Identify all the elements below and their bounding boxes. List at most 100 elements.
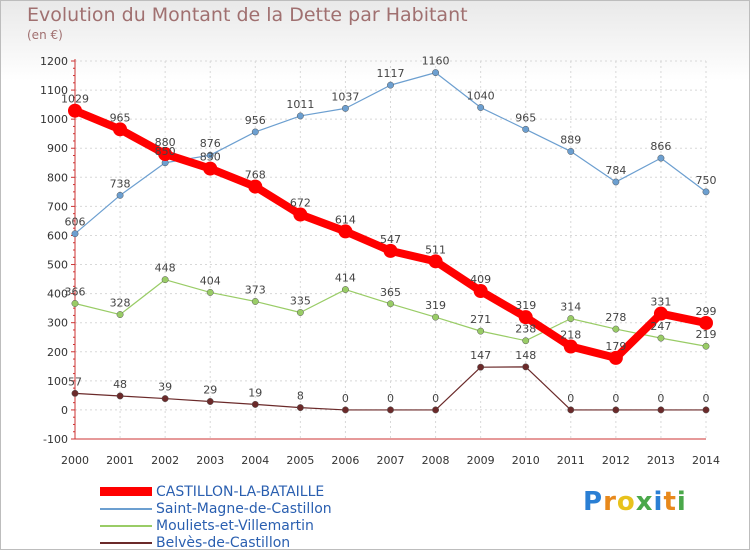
- data-point: [206, 398, 214, 405]
- data-label: 57: [68, 375, 82, 388]
- data-label: 271: [470, 313, 491, 326]
- data-label: 784: [605, 164, 626, 177]
- data-label: 0: [567, 392, 574, 405]
- data-label: 299: [696, 305, 717, 318]
- data-label: 511: [425, 243, 446, 256]
- logo-letter: o: [616, 487, 636, 517]
- x-tick-label: 2005: [286, 454, 314, 467]
- y-tick-label: 500: [47, 259, 68, 272]
- data-label: 29: [203, 383, 217, 396]
- data-label: 8: [297, 390, 304, 403]
- data-point: [206, 151, 214, 159]
- data-label: 0: [612, 392, 619, 405]
- data-point: [158, 147, 173, 162]
- data-label: 768: [245, 169, 266, 182]
- data-label: 366: [65, 286, 86, 299]
- y-tick-label: 800: [47, 171, 68, 184]
- legend-label: CASTILLON-LA-BATAILLE: [156, 483, 325, 500]
- logo-letter: x: [635, 487, 654, 517]
- y-tick-label: 400: [47, 288, 68, 301]
- data-point: [563, 339, 578, 354]
- data-point: [116, 311, 124, 319]
- legend-item: Belvès-de-Castillon: [100, 534, 332, 551]
- data-label: 314: [560, 301, 581, 314]
- data-label: 409: [470, 273, 491, 286]
- data-label: 278: [605, 311, 626, 324]
- data-point: [653, 306, 668, 321]
- legend-swatch: [100, 507, 152, 510]
- y-tick-label: 1000: [40, 113, 68, 126]
- data-point: [206, 289, 214, 296]
- data-label: 889: [560, 133, 581, 146]
- chart-subtitle: (en €): [27, 28, 63, 42]
- data-label: 672: [290, 197, 311, 210]
- legend-item: CASTILLON-LA-BATAILLE: [100, 483, 332, 500]
- data-point: [116, 191, 124, 199]
- data-label: 1117: [377, 67, 405, 80]
- data-point: [657, 334, 665, 342]
- data-label: 965: [110, 111, 131, 124]
- data-point: [387, 406, 394, 414]
- data-point: [522, 337, 530, 345]
- data-point: [251, 128, 259, 136]
- y-tick-label: 0: [61, 404, 68, 417]
- data-point: [612, 325, 620, 333]
- x-tick-label: 2010: [512, 454, 540, 467]
- data-point: [161, 395, 169, 403]
- y-tick-label: 100: [47, 375, 68, 388]
- y-tick-label: 600: [47, 229, 68, 242]
- logo-letter: r: [603, 487, 617, 517]
- data-label: 547: [380, 233, 401, 246]
- data-label: 238: [515, 323, 536, 336]
- data-label: 319: [515, 299, 536, 312]
- data-point: [702, 188, 710, 196]
- data-label: 147: [470, 349, 491, 362]
- proxiti-logo: Proxiti: [583, 487, 687, 517]
- data-label: 606: [65, 216, 86, 229]
- data-label: 19: [248, 386, 262, 399]
- data-point: [612, 178, 620, 186]
- data-point: [341, 104, 349, 112]
- data-point: [296, 112, 304, 120]
- x-tick-label: 2001: [106, 454, 134, 467]
- data-label: 1040: [467, 90, 495, 103]
- data-label: 328: [110, 297, 131, 310]
- x-tick-label: 2000: [61, 454, 89, 467]
- data-label: 1160: [422, 55, 450, 68]
- y-tick-label: 300: [47, 317, 68, 330]
- data-label: 0: [432, 392, 439, 405]
- data-label: 414: [335, 272, 356, 285]
- data-label: 876: [200, 137, 221, 150]
- data-point: [71, 389, 79, 397]
- data-point: [383, 243, 398, 258]
- data-label: 48: [113, 378, 127, 391]
- data-label: 0: [657, 392, 664, 405]
- x-tick-label: 2006: [331, 454, 359, 467]
- x-tick-label: 2012: [602, 454, 630, 467]
- y-tick-label: 900: [47, 142, 68, 155]
- data-point: [477, 363, 485, 371]
- data-point: [608, 350, 623, 365]
- data-point: [522, 363, 530, 371]
- data-label: 1029: [61, 93, 89, 106]
- data-label: 319: [425, 299, 446, 312]
- data-point: [428, 254, 443, 269]
- data-point: [161, 276, 169, 284]
- data-point: [341, 286, 349, 293]
- data-point: [657, 154, 665, 162]
- x-tick-label: 2003: [196, 454, 224, 467]
- data-label: 965: [515, 111, 536, 124]
- data-point: [203, 161, 218, 176]
- data-label: 614: [335, 213, 356, 226]
- data-label: 448: [155, 262, 176, 275]
- data-label: 404: [200, 274, 221, 287]
- data-point: [567, 315, 575, 323]
- data-label: 39: [158, 381, 172, 394]
- data-label: 219: [696, 328, 717, 341]
- y-tick-label: 1200: [40, 55, 68, 68]
- data-point: [473, 283, 488, 298]
- data-point: [251, 298, 259, 305]
- legend-item: Saint-Magne-de-Castillon: [100, 500, 332, 517]
- data-point: [518, 310, 533, 325]
